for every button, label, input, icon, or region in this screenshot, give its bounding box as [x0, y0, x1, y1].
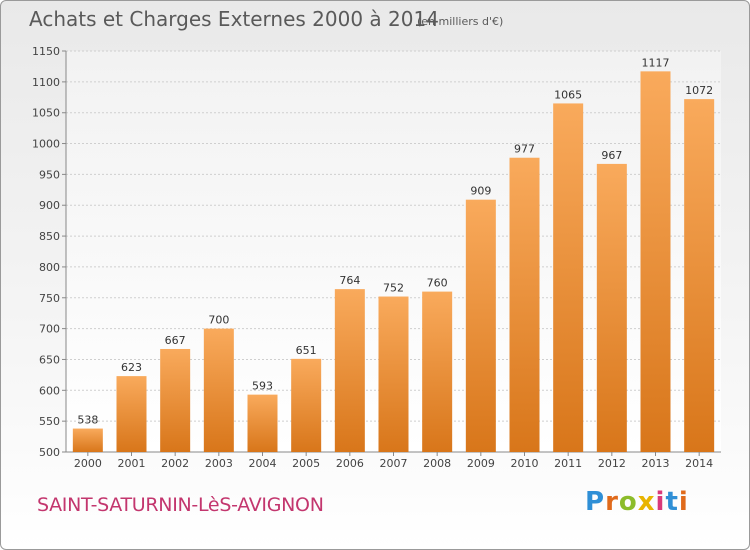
bar-value-label: 967 [601, 149, 622, 162]
x-tick-label: 2004 [249, 457, 277, 470]
logo-letter: t [665, 487, 679, 517]
y-tick-label: 550 [39, 415, 60, 428]
bar [291, 358, 322, 452]
x-tick-label: 2013 [642, 457, 670, 470]
x-tick-label: 2002 [161, 457, 189, 470]
bar-value-label: 977 [514, 143, 535, 156]
bar [640, 71, 671, 452]
logo-letter: o [618, 487, 638, 517]
bar [553, 103, 584, 452]
y-tick-label: 1150 [32, 45, 60, 58]
bar-value-label: 538 [77, 414, 98, 427]
y-tick-label: 1000 [32, 138, 60, 151]
y-tick-label: 700 [39, 323, 60, 336]
x-tick-label: 2011 [554, 457, 582, 470]
bar-value-label: 909 [470, 185, 491, 198]
bar-value-label: 760 [427, 277, 448, 290]
bar-value-label: 1072 [685, 84, 713, 97]
y-tick-label: 850 [39, 230, 60, 243]
bar [684, 99, 715, 453]
bar [247, 394, 278, 452]
logo-letter: i [678, 487, 689, 517]
bar [116, 376, 147, 452]
x-tick-label: 2000 [74, 457, 102, 470]
y-tick-label: 950 [39, 168, 60, 181]
x-tick-label: 2009 [467, 457, 495, 470]
bar-value-label: 593 [252, 380, 273, 393]
bar [334, 289, 365, 452]
bar [160, 348, 191, 452]
logo-letter: i [655, 487, 666, 517]
x-tick-label: 2005 [292, 457, 320, 470]
bar [509, 157, 540, 452]
town-name: SAINT-SATURNIN-LèS-AVIGNON [37, 494, 324, 516]
x-tick-label: 2012 [598, 457, 626, 470]
y-tick-label: 600 [39, 384, 60, 397]
logo-letter: P [585, 487, 606, 517]
bar [378, 296, 409, 452]
chart-title: Achats et Charges Externes 2000 à 2014 [29, 7, 439, 31]
x-tick-label: 2001 [118, 457, 146, 470]
bar [422, 291, 453, 452]
x-tick-label: 2010 [511, 457, 539, 470]
bar [596, 163, 627, 453]
y-tick-label: 750 [39, 292, 60, 305]
bar [203, 328, 234, 452]
logo-letter: x [637, 487, 656, 517]
bar-value-label: 700 [208, 314, 229, 327]
x-tick-label: 2007 [380, 457, 408, 470]
y-tick-label: 900 [39, 199, 60, 212]
bar-value-label: 1117 [642, 56, 670, 69]
y-tick-label: 500 [39, 446, 60, 459]
bar-value-label: 651 [296, 344, 317, 357]
bar-value-label: 1065 [554, 88, 582, 101]
bar-value-label: 623 [121, 361, 142, 374]
logo-letter: r [605, 487, 619, 517]
y-tick-label: 800 [39, 261, 60, 274]
bar-value-label: 667 [165, 334, 186, 347]
x-tick-label: 2006 [336, 457, 364, 470]
bar-value-label: 764 [339, 274, 360, 287]
x-tick-label: 2003 [205, 457, 233, 470]
y-tick-label: 1100 [32, 76, 60, 89]
y-tick-label: 650 [39, 353, 60, 366]
chart-subtitle: (en milliers d'€) [417, 15, 504, 28]
x-tick-label: 2014 [685, 457, 713, 470]
y-tick-label: 1050 [32, 107, 60, 120]
bar [465, 199, 496, 452]
proxiti-logo[interactable]: Proxiti [585, 487, 689, 517]
bar-value-label: 752 [383, 282, 404, 295]
x-tick-label: 2008 [423, 457, 451, 470]
bar [72, 428, 103, 452]
